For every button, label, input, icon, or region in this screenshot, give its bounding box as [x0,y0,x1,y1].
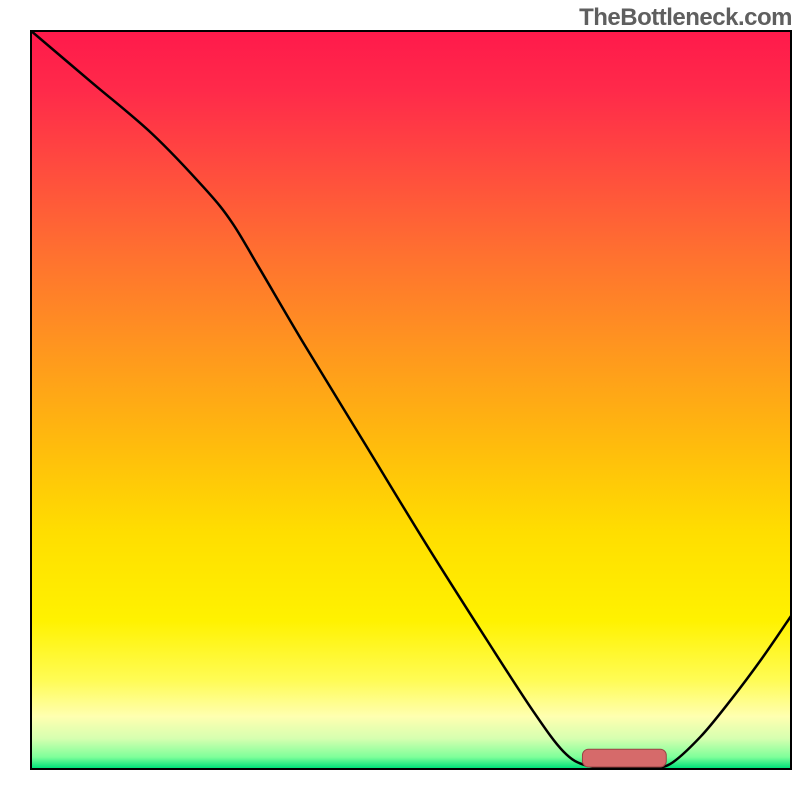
optimal-range-marker [582,749,666,767]
plot-svg [30,30,792,770]
chart-frame: TheBottleneck.com [0,0,800,800]
watermark-text: TheBottleneck.com [579,4,792,32]
gradient-background [32,32,790,768]
plot-area [30,30,792,770]
